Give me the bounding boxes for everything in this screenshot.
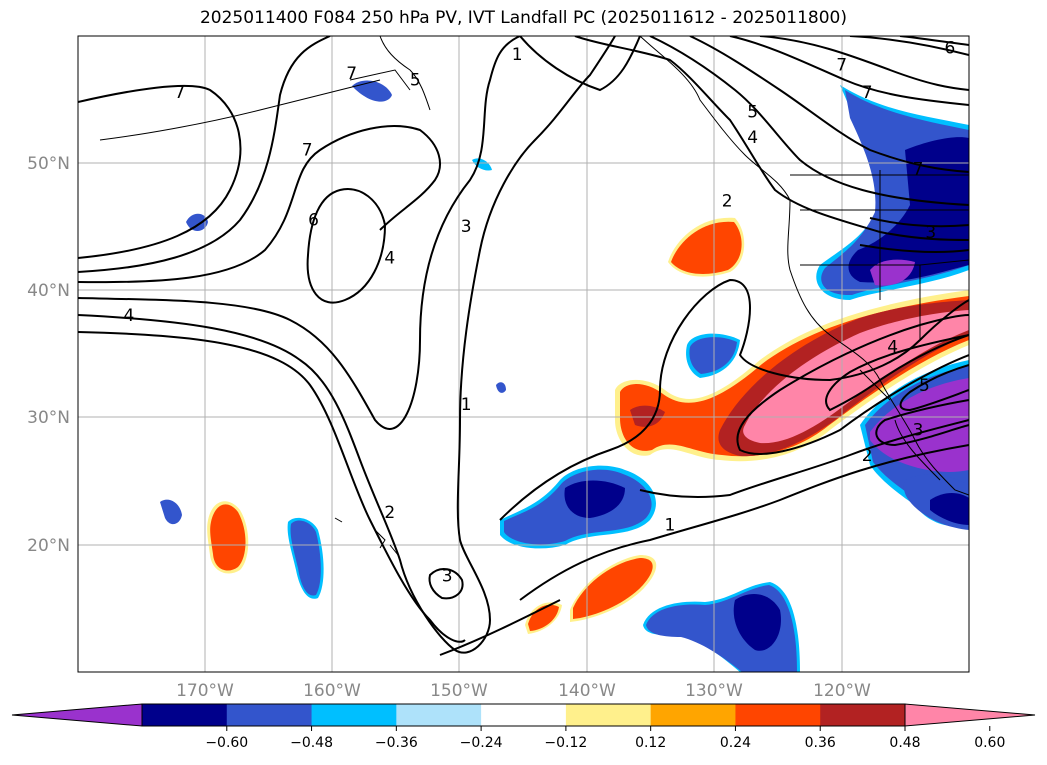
contour-label: 5 [747,102,758,122]
colorbar-extend-low [11,703,143,727]
contour-label: 7 [174,83,185,103]
colorbar-tick-label: −0.12 [544,735,587,751]
colorbar-tick-label: −0.60 [205,735,248,751]
contour-label: 7 [302,140,313,160]
contour-label: 5 [919,376,930,396]
contour-label: 3 [913,420,924,440]
contour-label: 4 [124,306,135,326]
colorbar-frame [141,703,906,727]
contour-label: 7 [346,64,357,84]
contour-label: 2 [722,191,733,211]
contour-label: 3 [925,223,936,243]
colorbar-tick-label: 0.48 [889,735,920,751]
colorbar-segment [565,704,652,726]
colorbar-tick-label: 0.24 [720,735,751,751]
colorbar-tick-label: 0.60 [974,735,1005,751]
colorbar-tick-label: −0.24 [460,735,503,751]
contour-label: 3 [461,217,472,237]
colorbar-segment [820,704,906,726]
colorbar-segment [735,704,821,726]
contour-label: 3 [442,567,453,587]
lat-label: 30°N [27,408,70,428]
map-frame [77,35,970,673]
lon-label: 150°W [430,681,488,701]
colorbar-segment [311,704,397,726]
colorbar-segment [396,704,482,726]
gridlines [78,36,969,672]
contour-label: 6 [308,210,319,230]
contour-label: 1 [461,395,472,415]
figure-title: 2025011400 F084 250 hPa PV, IVT Landfall… [199,8,847,28]
colorbar-segment [142,704,228,726]
contour-label: 4 [747,128,758,148]
contour-label: 1 [664,516,675,536]
contour-label: 6 [944,39,955,59]
colorbar-segment [481,704,567,726]
longitude-labels: 170°W 160°W 150°W 140°W 130°W 120°W [176,681,871,701]
contour-label: 5 [410,71,421,91]
contour-label: 4 [887,338,898,358]
ivt-small-fills [160,80,969,672]
contour-label: 2 [384,503,395,523]
pv-contours [78,36,969,656]
contour-label: 4 [384,249,395,269]
colorbar-tick-label: −0.36 [375,735,418,751]
contour-label: 1 [512,45,523,65]
lon-label: 140°W [558,681,616,701]
colorbar-segment [226,704,313,726]
contour-label: 7 [913,160,924,180]
lon-label: 120°W [813,681,871,701]
ivt-negative-fill-ne [816,85,969,300]
colorbar-tick-label: 0.36 [805,735,836,751]
lon-label: 160°W [303,681,361,701]
lon-label: 130°W [685,681,743,701]
colorbar-extend-high [904,703,1036,727]
colorbar-segment [650,704,736,726]
contour-label: 7 [862,83,873,103]
contour-label: 2 [862,446,873,466]
contour-label: 7 [836,55,847,75]
lon-label: 170°W [176,681,234,701]
colorbar-tick-label: 0.12 [635,735,666,751]
lat-label: 50°N [27,154,70,174]
colorbar: −0.60 −0.48 −0.36 −0.24 −0.12 0.12 0.24 0.36 0.4… [11,703,1036,751]
lat-label: 40°N [27,281,70,301]
colorbar-tick-label: −0.48 [290,735,333,751]
lat-label: 20°N [27,536,70,556]
latitude-labels: 50°N 40°N 30°N 20°N [27,154,70,556]
